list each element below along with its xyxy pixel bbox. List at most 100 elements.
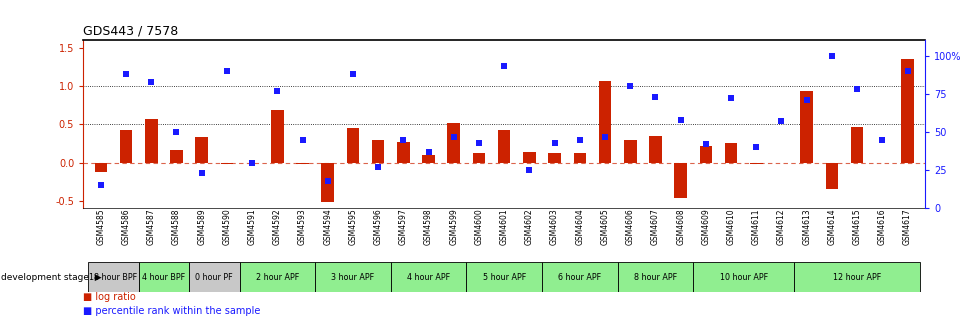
Text: GSM4614: GSM4614 xyxy=(826,208,835,245)
Text: 0 hour PF: 0 hour PF xyxy=(196,273,233,282)
Point xyxy=(144,79,159,84)
Text: GSM4599: GSM4599 xyxy=(449,208,458,245)
Text: GSM4615: GSM4615 xyxy=(852,208,861,245)
Point xyxy=(873,137,889,142)
Point xyxy=(747,144,763,150)
Text: GSM4601: GSM4601 xyxy=(499,208,509,245)
Bar xyxy=(447,123,460,163)
Text: GSM4597: GSM4597 xyxy=(398,208,408,245)
Bar xyxy=(196,137,207,163)
Text: GSM4598: GSM4598 xyxy=(423,208,432,245)
Bar xyxy=(390,262,466,292)
Bar xyxy=(901,59,912,163)
Bar xyxy=(422,155,434,163)
Point xyxy=(320,178,335,183)
Text: GSM4595: GSM4595 xyxy=(348,208,357,245)
Bar xyxy=(170,150,183,163)
Text: GSM4594: GSM4594 xyxy=(323,208,332,245)
Bar xyxy=(749,163,762,164)
Bar xyxy=(800,91,812,163)
Text: 5 hour APF: 5 hour APF xyxy=(482,273,525,282)
Bar xyxy=(724,143,736,163)
Text: GSM4616: GSM4616 xyxy=(877,208,886,245)
Bar xyxy=(623,139,636,163)
Point xyxy=(370,164,385,170)
Text: 12 hour APF: 12 hour APF xyxy=(832,273,880,282)
Text: 4 hour APF: 4 hour APF xyxy=(407,273,450,282)
Point xyxy=(194,170,209,176)
Bar xyxy=(542,262,617,292)
Bar xyxy=(95,163,107,172)
Point xyxy=(470,140,486,145)
Text: GSM4609: GSM4609 xyxy=(700,208,710,245)
Point xyxy=(395,137,411,142)
Text: GSM4610: GSM4610 xyxy=(726,208,734,245)
Text: GSM4617: GSM4617 xyxy=(902,208,911,245)
Text: 8 hour APF: 8 hour APF xyxy=(633,273,677,282)
Text: GSM4611: GSM4611 xyxy=(751,208,760,245)
Text: GSM4585: GSM4585 xyxy=(96,208,106,245)
Text: GSM4607: GSM4607 xyxy=(650,208,659,245)
Text: GSM4589: GSM4589 xyxy=(197,208,206,245)
Bar xyxy=(648,136,661,163)
Bar xyxy=(271,110,284,163)
Point xyxy=(269,88,285,93)
Point xyxy=(597,134,612,139)
Point xyxy=(899,68,914,74)
Point xyxy=(496,64,511,69)
Bar xyxy=(220,163,233,164)
Point xyxy=(446,134,462,139)
Text: GSM4593: GSM4593 xyxy=(297,208,307,245)
Text: 18 hour BPF: 18 hour BPF xyxy=(89,273,137,282)
Point xyxy=(646,94,662,99)
Point xyxy=(798,97,814,102)
Bar xyxy=(466,262,542,292)
Text: GSM4588: GSM4588 xyxy=(172,208,181,245)
Point xyxy=(294,137,310,142)
Text: GSM4587: GSM4587 xyxy=(147,208,156,245)
Text: 2 hour APF: 2 hour APF xyxy=(255,273,298,282)
Point xyxy=(345,71,361,77)
Text: GSM4602: GSM4602 xyxy=(524,208,533,245)
Text: GSM4603: GSM4603 xyxy=(550,208,558,245)
Text: ■ log ratio: ■ log ratio xyxy=(83,292,136,302)
Point xyxy=(622,83,638,89)
Text: GSM4586: GSM4586 xyxy=(121,208,130,245)
Bar xyxy=(573,153,586,163)
Bar xyxy=(372,139,384,163)
Point xyxy=(848,86,864,92)
Bar xyxy=(699,146,711,163)
Point xyxy=(93,183,109,188)
Text: 3 hour APF: 3 hour APF xyxy=(331,273,375,282)
Bar xyxy=(599,81,610,163)
Point xyxy=(521,167,537,173)
Text: GSM4605: GSM4605 xyxy=(600,208,609,245)
Bar xyxy=(472,153,485,163)
Bar xyxy=(88,262,139,292)
Point xyxy=(672,117,688,122)
Text: GSM4606: GSM4606 xyxy=(625,208,634,245)
Point xyxy=(168,129,184,135)
Point xyxy=(421,149,436,155)
Point xyxy=(219,68,235,74)
Bar xyxy=(824,163,837,189)
Bar xyxy=(240,262,315,292)
Point xyxy=(118,71,134,77)
Bar xyxy=(346,128,359,163)
Bar xyxy=(139,262,189,292)
Point xyxy=(823,53,839,58)
Bar xyxy=(674,163,687,198)
Point xyxy=(571,137,587,142)
Bar xyxy=(617,262,692,292)
Bar xyxy=(119,130,132,163)
Text: GSM4612: GSM4612 xyxy=(777,208,785,245)
Bar xyxy=(397,142,409,163)
Text: GSM4604: GSM4604 xyxy=(575,208,584,245)
Bar xyxy=(189,262,240,292)
Bar xyxy=(321,163,333,202)
Point xyxy=(723,96,738,101)
Text: 6 hour APF: 6 hour APF xyxy=(557,273,600,282)
Bar xyxy=(692,262,793,292)
Text: GSM4613: GSM4613 xyxy=(801,208,811,245)
Text: GSM4596: GSM4596 xyxy=(374,208,382,245)
